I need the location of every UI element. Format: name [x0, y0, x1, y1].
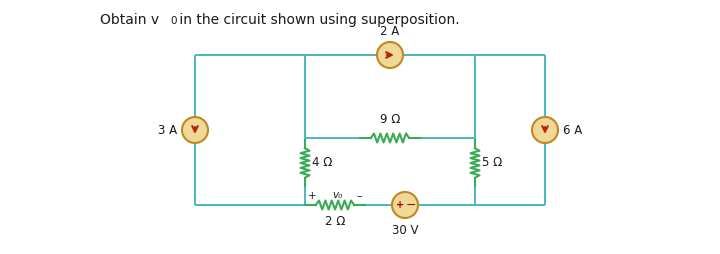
Text: –: –	[356, 191, 362, 201]
Text: 5 Ω: 5 Ω	[482, 156, 503, 169]
Text: in the circuit shown using superposition.: in the circuit shown using superposition…	[175, 13, 459, 27]
Text: +: +	[396, 200, 404, 210]
Text: 2 A: 2 A	[380, 25, 400, 38]
Circle shape	[392, 192, 418, 218]
Circle shape	[377, 42, 403, 68]
Text: −: −	[405, 198, 415, 212]
Text: 2 Ω: 2 Ω	[325, 215, 345, 228]
Text: 9 Ω: 9 Ω	[380, 113, 400, 126]
Circle shape	[182, 117, 208, 143]
Text: +: +	[308, 191, 317, 201]
Text: v₀: v₀	[332, 190, 342, 200]
Text: 30 V: 30 V	[392, 224, 418, 237]
Text: 4 Ω: 4 Ω	[312, 156, 333, 169]
Text: 6 A: 6 A	[563, 123, 582, 136]
Circle shape	[532, 117, 558, 143]
Text: 0: 0	[170, 16, 176, 26]
Text: 3 A: 3 A	[158, 123, 177, 136]
Text: Obtain v: Obtain v	[100, 13, 159, 27]
